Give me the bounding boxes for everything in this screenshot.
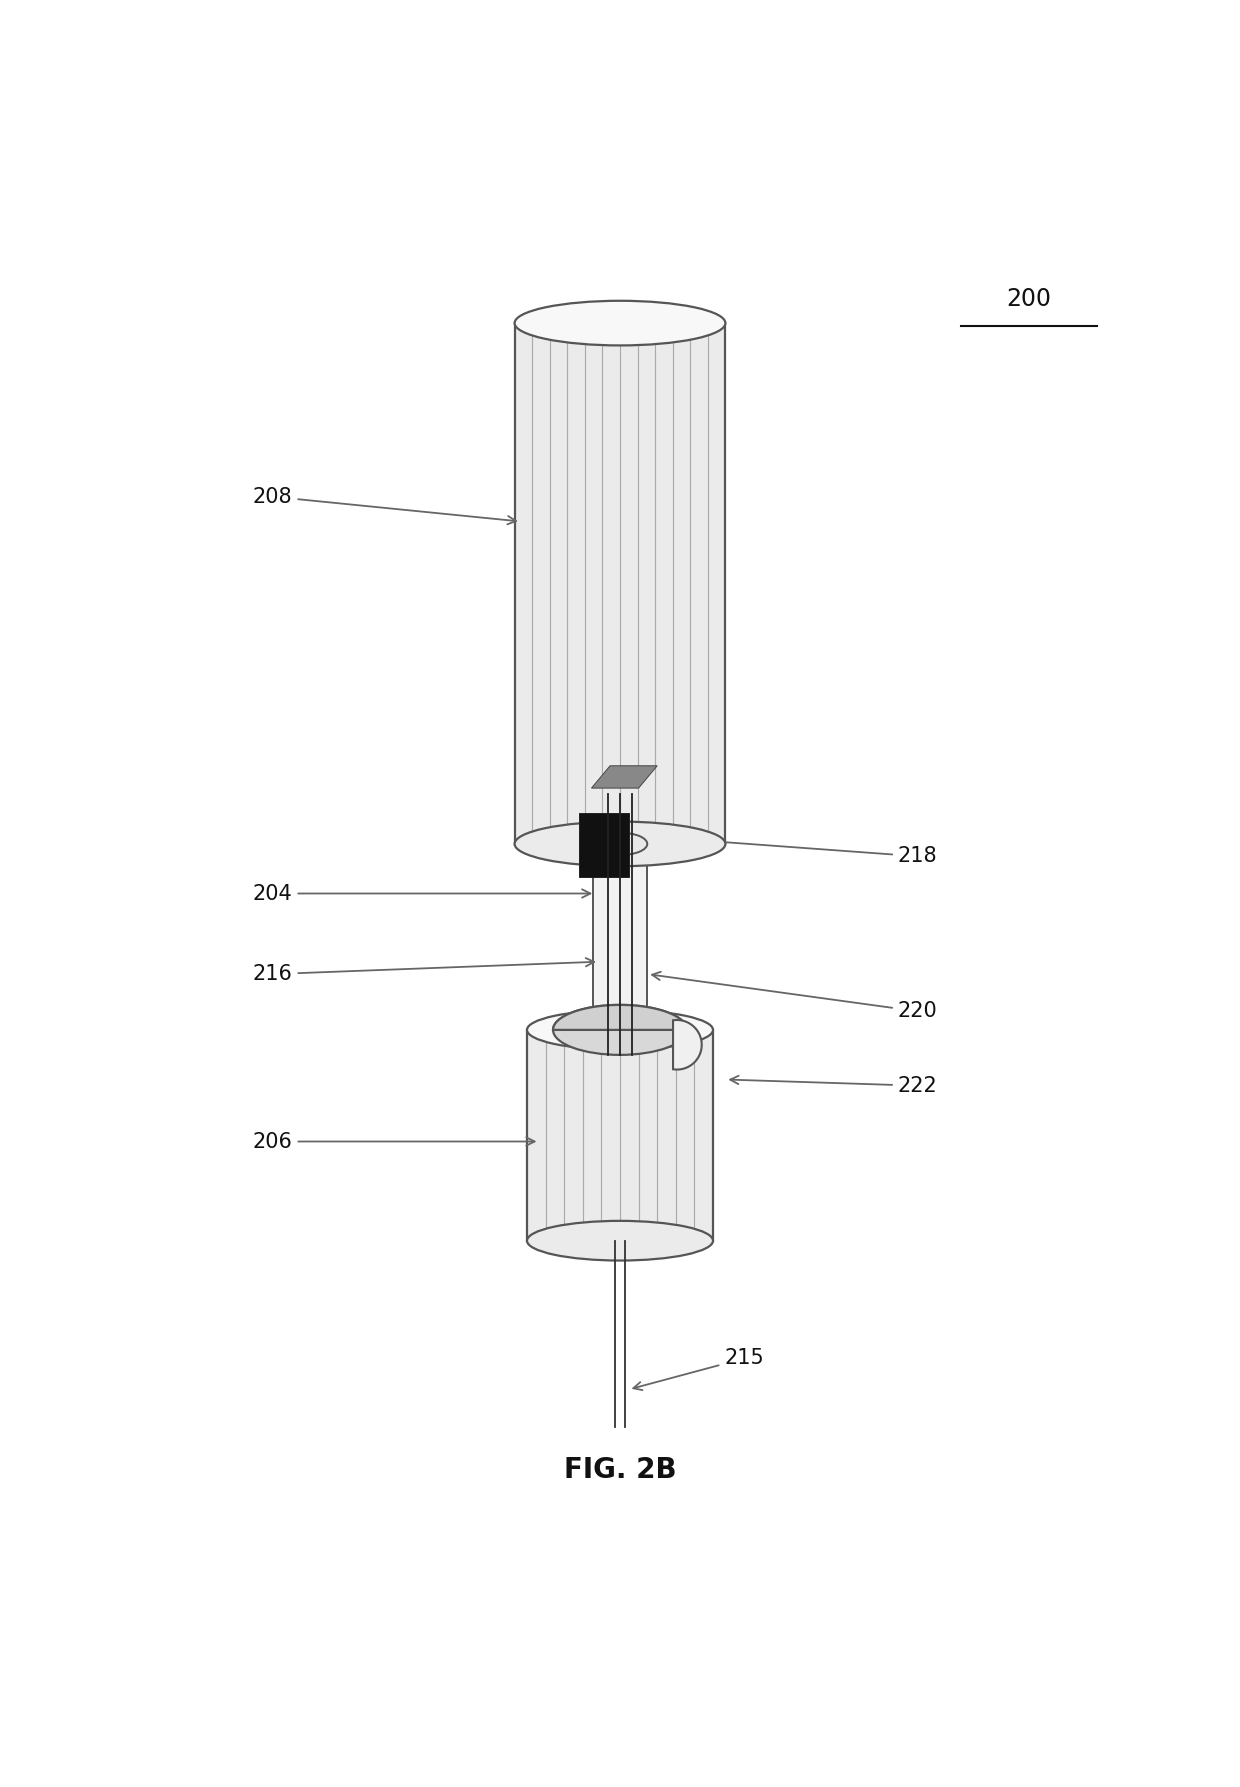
- Text: 206: 206: [253, 1131, 534, 1151]
- Ellipse shape: [515, 300, 725, 345]
- Text: FIG. 2B: FIG. 2B: [564, 1456, 676, 1483]
- Text: 200: 200: [1007, 286, 1052, 311]
- Text: 220: 220: [652, 972, 937, 1022]
- Polygon shape: [591, 767, 657, 788]
- Text: 218: 218: [668, 835, 937, 867]
- Text: 215: 215: [634, 1349, 764, 1390]
- Ellipse shape: [593, 1019, 647, 1042]
- Text: 208: 208: [253, 486, 516, 524]
- Ellipse shape: [553, 1004, 687, 1054]
- Ellipse shape: [515, 822, 725, 867]
- Polygon shape: [553, 1004, 687, 1029]
- Polygon shape: [515, 323, 725, 843]
- Polygon shape: [673, 1020, 702, 1070]
- Ellipse shape: [527, 1221, 713, 1260]
- Ellipse shape: [593, 833, 647, 854]
- Ellipse shape: [527, 1010, 713, 1049]
- Polygon shape: [593, 843, 647, 1029]
- Text: 222: 222: [730, 1076, 937, 1095]
- Polygon shape: [579, 813, 629, 877]
- Text: 216: 216: [253, 958, 594, 985]
- Polygon shape: [527, 1029, 713, 1240]
- Text: 204: 204: [253, 883, 590, 904]
